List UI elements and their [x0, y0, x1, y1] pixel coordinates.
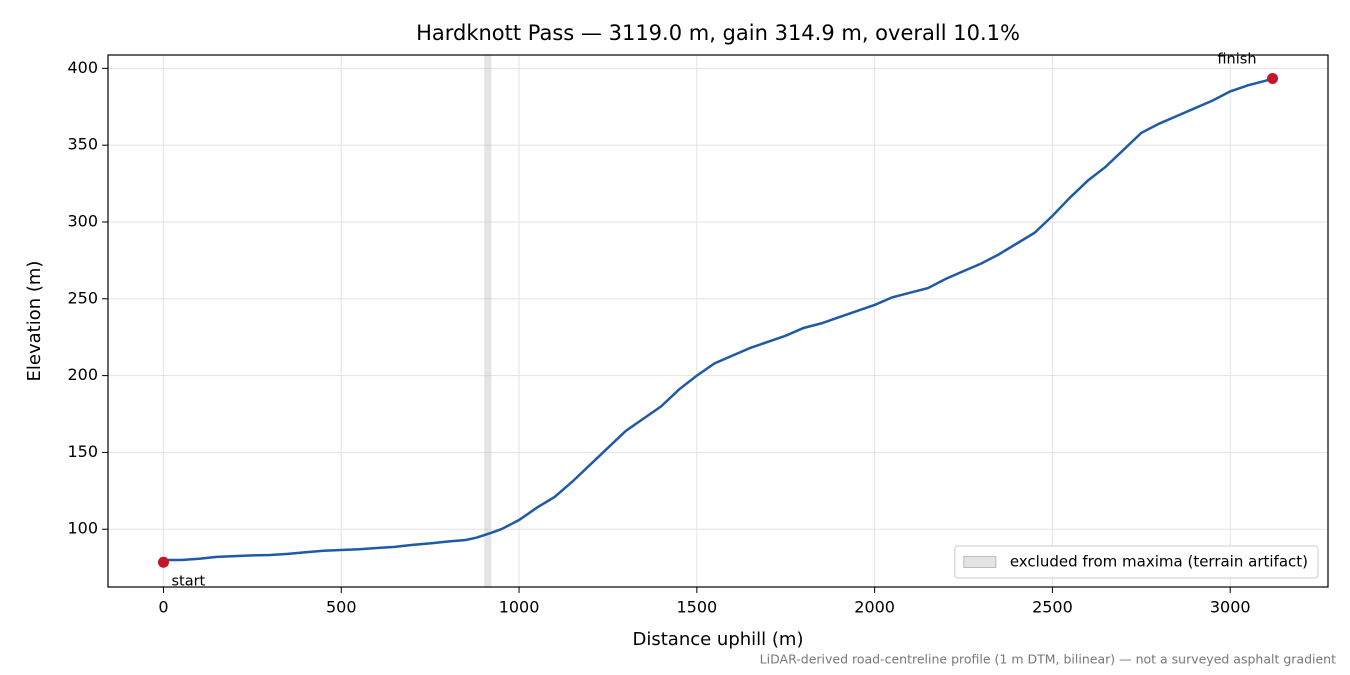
- endpoint-label: finish: [1217, 52, 1256, 68]
- y-tick-label: 200: [67, 365, 98, 384]
- x-tick-label: 500: [326, 598, 357, 617]
- x-tick-label: 2500: [1032, 598, 1073, 617]
- legend-swatch: [963, 556, 997, 568]
- x-tick-label: 3000: [1210, 598, 1251, 617]
- footnote: LiDAR-derived road-centreline profile (1…: [760, 652, 1336, 667]
- legend-label: excluded from maxima (terrain artifact): [1010, 553, 1308, 571]
- plot-frame: [107, 54, 1329, 588]
- endpoint-marker: [157, 556, 169, 568]
- y-tick-label: 250: [67, 288, 98, 307]
- y-tick-label: 300: [67, 211, 98, 230]
- y-tick-label: 100: [67, 519, 98, 538]
- x-tick-label: 1500: [676, 598, 717, 617]
- elevation-line: [163, 77, 1273, 562]
- y-axis-label: Elevation (m): [24, 261, 45, 382]
- x-tick-label: 2000: [854, 598, 895, 617]
- x-axis-label: Distance uphill (m): [633, 629, 804, 650]
- legend-box: [954, 545, 1319, 579]
- legend: excluded from maxima (terrain artifact): [954, 545, 1319, 579]
- x-tick-label: 1000: [499, 598, 540, 617]
- x-tick-label: 0: [158, 598, 168, 617]
- y-tick-label: 150: [67, 442, 98, 461]
- excluded-span: [484, 55, 492, 587]
- endpoint-marker: [1267, 73, 1279, 85]
- y-tick-label: 400: [67, 58, 98, 77]
- y-tick-label: 350: [67, 135, 98, 154]
- endpoint-label: start: [171, 573, 205, 589]
- chart-title: Hardknott Pass — 3119.0 m, gain 314.9 m,…: [416, 21, 1020, 45]
